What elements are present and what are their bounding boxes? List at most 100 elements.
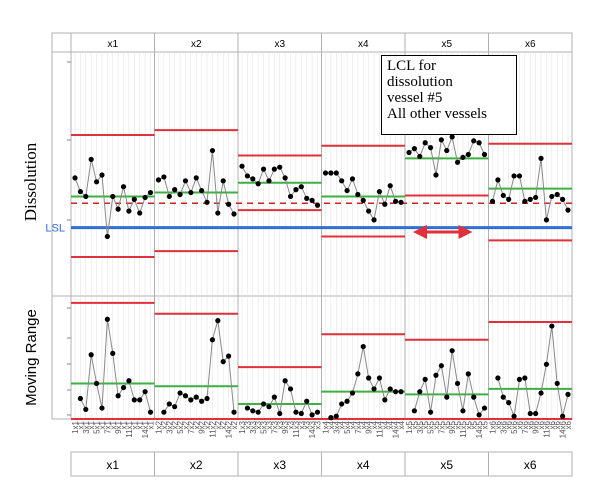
mr-point bbox=[215, 318, 221, 324]
top-y-axis-label: Dissolution bbox=[21, 142, 40, 221]
mr-connector bbox=[163, 320, 235, 413]
data-series bbox=[72, 134, 571, 421]
mr-point bbox=[99, 405, 105, 411]
dissolution-point bbox=[115, 206, 121, 212]
dissolution-point bbox=[393, 198, 399, 204]
dissolution-point bbox=[104, 233, 110, 240]
mr-point bbox=[349, 390, 356, 396]
mr-point bbox=[533, 410, 539, 417]
dissolution-point bbox=[355, 191, 361, 198]
mr-point bbox=[131, 397, 137, 403]
x-tick-label: x3 bbox=[254, 420, 263, 429]
x-tick-label: 5x4 bbox=[343, 420, 352, 433]
dissolution-point bbox=[260, 166, 267, 172]
x-tick-label: 9x4 bbox=[365, 420, 374, 433]
x-tick-label: x5 bbox=[443, 420, 452, 429]
bottom-y-axis-label: Moving Range bbox=[23, 309, 40, 406]
x-tick-label: 7x5 bbox=[437, 420, 446, 433]
dissolution-point bbox=[538, 155, 544, 161]
x-tick-label: 3x5 bbox=[416, 420, 425, 433]
dissolution-point bbox=[199, 187, 205, 194]
mr-point bbox=[344, 398, 350, 404]
x-tick-label: 7x6 bbox=[521, 420, 530, 433]
mr-point bbox=[93, 380, 100, 387]
dissolution-point bbox=[255, 181, 261, 187]
dissolution-point bbox=[511, 173, 517, 179]
x-tick-label: 5x6 bbox=[510, 420, 519, 433]
dissolution-point bbox=[495, 177, 501, 183]
dissolution-point bbox=[516, 173, 523, 179]
mr-point bbox=[126, 378, 132, 384]
x-tick-label: x6 bbox=[494, 420, 503, 429]
x-tick-label: 7x3 bbox=[270, 420, 279, 433]
dissolution-point bbox=[166, 193, 172, 200]
dissolution-point bbox=[244, 173, 250, 179]
dissolution-point bbox=[500, 192, 506, 199]
mr-point bbox=[560, 413, 566, 419]
dissolution-point bbox=[137, 210, 143, 216]
dissolution-point bbox=[304, 195, 310, 201]
dissolution-point bbox=[282, 175, 288, 181]
x-tick-label: x5 bbox=[470, 420, 479, 429]
mr-point bbox=[231, 409, 237, 415]
mr-point bbox=[193, 394, 199, 400]
mr-point bbox=[333, 413, 339, 419]
dissolution-point bbox=[554, 191, 560, 198]
mr-point bbox=[271, 394, 277, 400]
phase-footer: x1 bbox=[106, 458, 119, 472]
mr-point bbox=[104, 316, 110, 322]
dissolution-point bbox=[481, 151, 488, 158]
mr-point bbox=[137, 397, 143, 403]
phase-header: x5 bbox=[441, 39, 452, 50]
mr-point bbox=[543, 361, 550, 367]
x-tick-label: 9x6 bbox=[532, 420, 541, 433]
dissolution-point bbox=[182, 178, 189, 184]
mr-point bbox=[360, 343, 366, 350]
x-tick-label: x4 bbox=[327, 420, 336, 429]
dissolution-point bbox=[527, 196, 533, 202]
dissolution-point bbox=[449, 134, 455, 140]
mr-point bbox=[209, 337, 216, 343]
x-tick-label: 11x3 bbox=[292, 420, 301, 437]
mr-point bbox=[565, 391, 571, 397]
mr-point bbox=[298, 410, 304, 417]
x-tick-label: 11x5 bbox=[459, 420, 468, 437]
x-tick-label: 1x3 bbox=[238, 420, 247, 433]
mr-point bbox=[355, 371, 361, 377]
dissolution-point bbox=[226, 201, 232, 207]
x-tick-label: x5 bbox=[464, 420, 473, 429]
mr-point bbox=[454, 380, 461, 387]
dissolution-point bbox=[172, 187, 178, 193]
dissolution-point bbox=[382, 201, 388, 207]
mr-point bbox=[549, 323, 555, 329]
mr-point bbox=[115, 393, 121, 399]
x-tick-label: x3 bbox=[314, 420, 323, 429]
mr-connector bbox=[413, 350, 485, 416]
x-tick-label: x1 bbox=[109, 420, 118, 429]
x-tick-label: 1x6 bbox=[489, 420, 498, 433]
x-tick-label: 9x5 bbox=[448, 420, 457, 433]
dissolution-point bbox=[309, 197, 315, 203]
x-tick-label: x3 bbox=[303, 420, 312, 429]
x-tick-label: x5 bbox=[432, 420, 441, 429]
dissolution-point bbox=[543, 217, 550, 223]
mr-point bbox=[172, 404, 178, 410]
dissolution-point bbox=[271, 166, 277, 172]
x-tick-label: x1 bbox=[87, 420, 96, 429]
dissolution-point bbox=[277, 164, 283, 170]
mr-point bbox=[433, 372, 439, 378]
phase-header: x2 bbox=[191, 39, 202, 50]
x-tick-label: x3 bbox=[265, 420, 274, 429]
dissolution-point bbox=[204, 199, 210, 205]
phase-footer: x4 bbox=[357, 458, 370, 472]
dissolution-point bbox=[427, 145, 434, 151]
x-tick-label: 7x4 bbox=[354, 420, 363, 433]
x-tick-label: 9x3 bbox=[281, 420, 290, 433]
mr-point bbox=[287, 386, 294, 392]
x-tick-label: 11x4 bbox=[375, 420, 384, 437]
dissolution-point bbox=[376, 188, 383, 195]
dissolution-point bbox=[120, 184, 127, 190]
dissolution-point bbox=[438, 137, 444, 143]
dissolution-point bbox=[177, 191, 183, 198]
dissolution-point bbox=[161, 174, 167, 180]
